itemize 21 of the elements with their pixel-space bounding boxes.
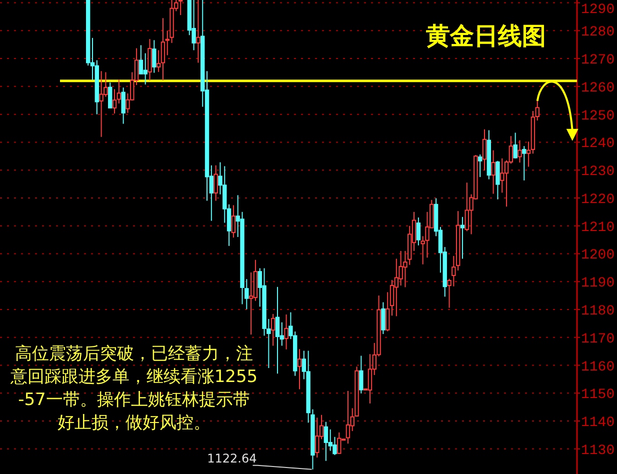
text: 黄金日线图 [425,22,546,50]
y-tick-label: 1140 [581,415,615,432]
annotation: 1122.64 [207,451,257,466]
y-tick-label: 1180 [581,303,615,320]
y-tick-label: 1280 [581,24,615,41]
y-tick-label: 1200 [581,248,615,264]
y-tick-label: 1160 [581,359,615,376]
y-tick-label: 1270 [581,52,615,69]
y-tick-label: 1170 [581,331,615,348]
y-tick-label: 1220 [581,192,615,208]
y-tick-label: 1250 [581,108,615,124]
y-tick-label: 1290 [581,2,615,18]
y-tick-label: 1190 [581,276,615,292]
y-tick-label: 1260 [581,80,615,96]
y-tick-label: 1240 [581,136,615,152]
low-label: 1122.64 [207,451,312,470]
annotation: 高位震荡后突破，已经蓄力，注意回踩跟进多单，继续看涨1255-57一带。操作上姚钰林提示带好止损，做好风控。 [10,343,258,435]
y-tick-label: 1150 [581,387,615,404]
y-tick-label: 1230 [581,164,615,180]
y-tick-label: 1210 [581,220,615,236]
y-tick-label: 1130 [581,442,615,459]
